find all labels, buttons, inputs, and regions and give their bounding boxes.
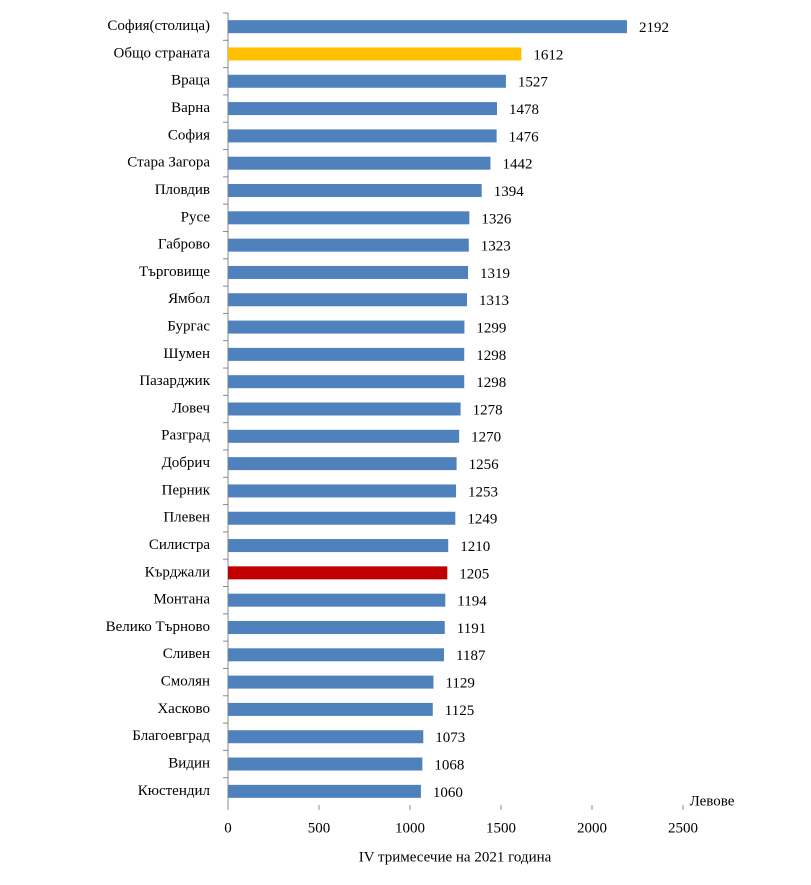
y-tick-label: София(столица): [107, 18, 210, 34]
bar: [228, 293, 467, 307]
y-tick-label: Шумен: [163, 346, 210, 362]
y-tick-label: Габрово: [158, 237, 210, 253]
bar: [228, 730, 424, 744]
y-tick-label: Кюстендил: [138, 783, 211, 799]
y-tick-label: Ямбол: [168, 291, 210, 307]
bar: [228, 539, 449, 553]
x-tick-label: 0: [224, 820, 232, 836]
value-label: 1210: [460, 539, 490, 555]
y-tick-label: Общо страната: [113, 45, 210, 61]
value-label: 1612: [533, 47, 563, 63]
y-tick-label: Перник: [162, 482, 211, 498]
value-label: 1319: [480, 266, 510, 282]
bar: [228, 429, 460, 443]
bar: [228, 675, 434, 689]
y-tick-label: Стара Загора: [127, 155, 210, 171]
value-label: 1394: [494, 184, 525, 200]
value-label: 1205: [459, 566, 489, 582]
y-tick-label: Силистра: [149, 537, 210, 553]
y-tick-label: Варна: [171, 100, 210, 116]
bar: [228, 320, 465, 334]
bar: [228, 184, 482, 198]
value-label: 1442: [502, 157, 532, 173]
bar: [228, 375, 465, 389]
x-tick-label: 1500: [486, 820, 516, 836]
value-label: 1073: [435, 730, 465, 746]
value-label: 1125: [445, 703, 474, 719]
x-axis-label: IV тримесечие на 2021 година: [359, 849, 552, 865]
bar: [228, 102, 497, 116]
y-tick-label: Пазарджик: [139, 373, 210, 389]
bar: [228, 47, 522, 61]
x-tick-label: 1000: [395, 820, 425, 836]
y-tick-label: Пловдив: [155, 182, 210, 198]
value-label: 1253: [468, 484, 498, 500]
y-tick-label: Монтана: [153, 592, 210, 608]
value-label: 1298: [476, 348, 506, 364]
y-tick-label: Враца: [171, 73, 210, 89]
bar: [228, 784, 421, 798]
value-label: 1194: [457, 594, 487, 610]
bar: [228, 757, 423, 771]
value-label: 1256: [469, 457, 500, 473]
x-tick-label: 2000: [577, 820, 607, 836]
bar: [228, 702, 433, 716]
value-label: 1476: [509, 129, 539, 145]
value-label: 1527: [518, 75, 549, 91]
y-tick-label: Велико Търново: [106, 619, 210, 635]
y-tick-label: Смолян: [161, 674, 210, 690]
value-label: 1060: [433, 785, 463, 801]
y-tick-label: Сливен: [163, 646, 210, 662]
value-label: 1187: [456, 648, 486, 664]
y-tick-label: София: [168, 127, 210, 143]
axis-unit: Левове: [690, 793, 735, 809]
y-tick-label: Търговище: [139, 264, 210, 280]
bar: [228, 566, 448, 580]
bar: [228, 265, 469, 279]
bar: [228, 211, 470, 225]
y-tick-label: Бургас: [167, 319, 210, 335]
y-tick-label: Ловеч: [172, 400, 211, 416]
value-label: 1068: [434, 757, 464, 773]
bar: [228, 156, 491, 170]
value-label: 1191: [457, 621, 486, 637]
bar: [228, 648, 445, 662]
bar: [228, 238, 469, 252]
value-label: 2192: [639, 20, 669, 36]
value-label: 1313: [479, 293, 509, 309]
value-label: 1323: [481, 239, 511, 255]
value-label: 1129: [445, 676, 474, 692]
x-tick-label: 500: [308, 820, 331, 836]
value-label: 1249: [467, 512, 497, 528]
bar: [228, 129, 497, 143]
y-tick-label: Русе: [181, 209, 211, 225]
bar: [228, 20, 627, 34]
bar: [228, 74, 506, 88]
bar: [228, 347, 465, 361]
y-tick-label: Благоевград: [132, 728, 210, 744]
bar: [228, 402, 461, 416]
y-tick-label: Плевен: [163, 510, 210, 526]
bar: [228, 593, 446, 607]
bar: [228, 457, 457, 471]
value-label: 1299: [476, 321, 506, 337]
value-label: 1326: [481, 211, 512, 227]
x-tick-label: 2500: [668, 820, 698, 836]
value-label: 1278: [473, 402, 503, 418]
bar: [228, 620, 445, 634]
y-tick-label: Добрич: [162, 455, 211, 471]
bar: [228, 484, 457, 498]
bar: [228, 511, 456, 525]
y-tick-label: Кърджали: [145, 564, 210, 580]
y-tick-label: Хасково: [157, 701, 210, 717]
y-tick-label: Разград: [161, 428, 210, 444]
value-label: 1478: [509, 102, 539, 118]
value-label: 1270: [471, 430, 501, 446]
y-tick-label: Видин: [168, 755, 210, 771]
value-label: 1298: [476, 375, 506, 391]
